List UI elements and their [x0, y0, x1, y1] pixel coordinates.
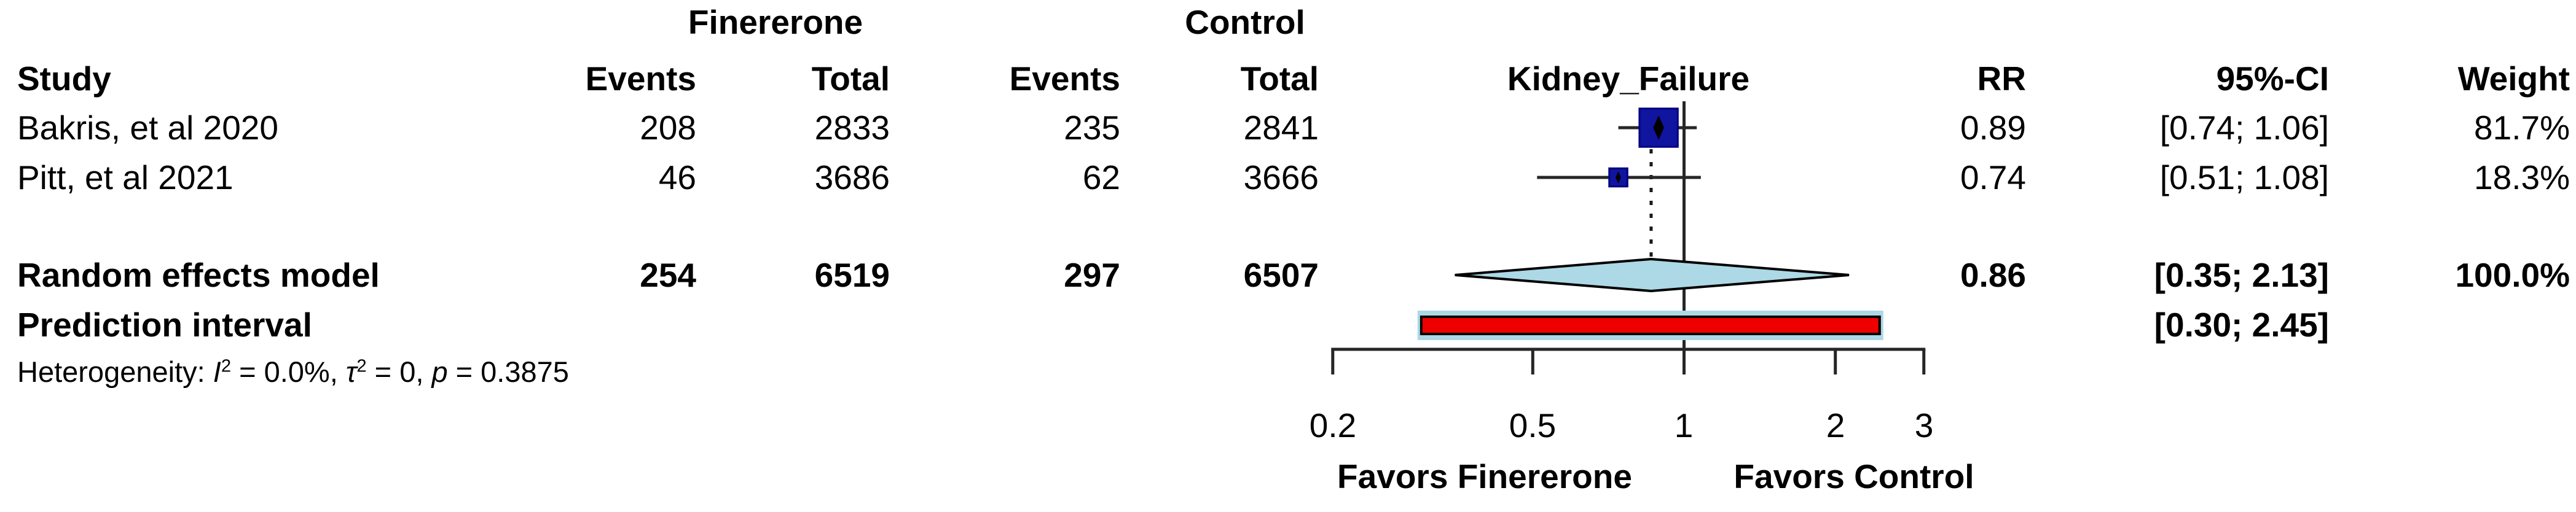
- group-header-treatment: Finererone: [688, 3, 863, 41]
- study-name: Pitt, et al 2021: [17, 158, 234, 196]
- het-tau-sup: 2: [356, 356, 367, 376]
- het-i-sup: 2: [221, 356, 232, 376]
- col-header-treat-total: Total: [811, 60, 890, 98]
- favors-left-label: Favors Finererone: [1337, 457, 1632, 495]
- favors-right-label: Favors Control: [1734, 457, 1974, 495]
- study-name: Bakris, et al 2020: [17, 109, 278, 147]
- summary-weight: 100.0%: [2455, 256, 2570, 294]
- axis-tick-label: 3: [1914, 406, 1934, 444]
- het-p-symbol: p: [431, 355, 448, 388]
- rr-value: 0.74: [1960, 158, 2026, 196]
- col-header-ci: 95%-CI: [2216, 60, 2329, 98]
- ctrl-total-value: 2841: [1243, 109, 1319, 147]
- col-header-rr: RR: [1977, 60, 2026, 98]
- axis-tick-label: 0.2: [1309, 406, 1357, 444]
- prediction-ci: [0.30; 2.45]: [2154, 306, 2329, 344]
- het-tau-symbol: τ: [345, 355, 357, 388]
- col-header-ctrl-events: Events: [1009, 60, 1120, 98]
- summary-treat-total: 6519: [814, 256, 890, 294]
- treat-events-value: 46: [658, 158, 696, 196]
- ci-value: [0.74; 1.06]: [2159, 109, 2329, 147]
- summary-rr: 0.86: [1960, 256, 2026, 294]
- treat-total-value: 3686: [814, 158, 890, 196]
- col-header-study: Study: [17, 60, 111, 98]
- axis-tick-label: 0.5: [1509, 406, 1557, 444]
- het-prefix: Heterogeneity:: [17, 355, 213, 388]
- summary-ctrl-events: 297: [1064, 256, 1120, 294]
- het-i-symbol: I: [213, 355, 221, 388]
- plot-title: Kidney_Failure: [1507, 60, 1750, 98]
- summary-treat-events: 254: [640, 256, 696, 294]
- treat-total-value: 2833: [814, 109, 890, 147]
- rr-value: 0.89: [1960, 109, 2026, 147]
- summary-ci: [0.35; 2.13]: [2154, 256, 2329, 294]
- weight-value: 81.7%: [2474, 109, 2570, 147]
- axis-tick-label: 2: [1826, 406, 1845, 444]
- prediction-label: Prediction interval: [17, 306, 312, 344]
- col-header-ctrl-total: Total: [1240, 60, 1319, 98]
- het-p-value: = 0.3875: [447, 355, 569, 388]
- summary-label: Random effects model: [17, 256, 380, 294]
- ci-value: [0.51; 1.08]: [2159, 158, 2329, 196]
- heterogeneity-text: Heterogeneity: I2 = 0.0%, τ2 = 0, p = 0.…: [17, 348, 569, 396]
- group-header-control: Control: [1185, 3, 1305, 41]
- ctrl-events-value: 62: [1082, 158, 1120, 196]
- axis-tick-label: 1: [1674, 406, 1694, 444]
- treat-events-value: 208: [640, 109, 696, 147]
- weight-value: 18.3%: [2474, 158, 2570, 196]
- ctrl-total-value: 3666: [1243, 158, 1319, 196]
- summary-ctrl-total: 6507: [1243, 256, 1319, 294]
- ctrl-events-value: 235: [1064, 109, 1120, 147]
- col-header-weight: Weight: [2457, 60, 2570, 98]
- col-header-treat-events: Events: [585, 60, 696, 98]
- het-i-value: = 0.0%,: [231, 355, 346, 388]
- het-tau-value: = 0,: [366, 355, 432, 388]
